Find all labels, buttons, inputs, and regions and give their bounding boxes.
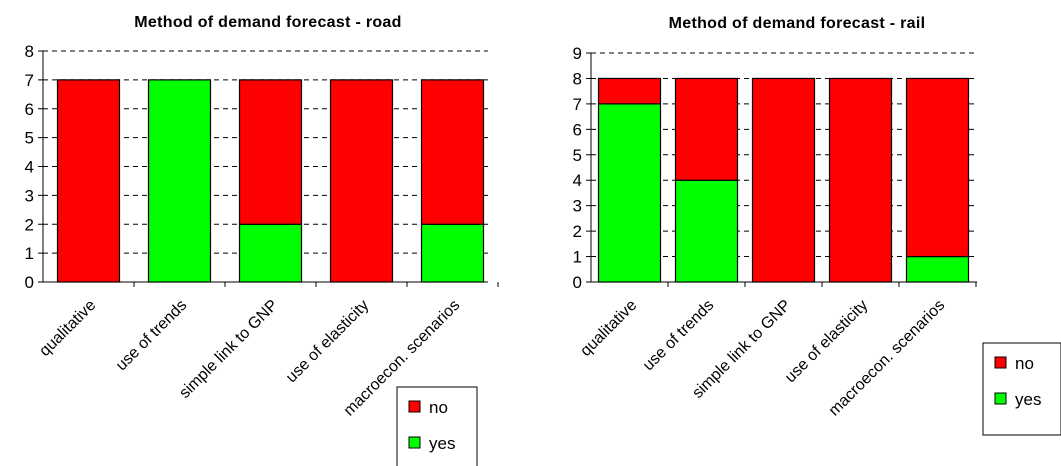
x-tick-label: simple link to GNP xyxy=(176,297,281,402)
bar-no-4 xyxy=(420,79,485,225)
y-tick-label: 3 xyxy=(25,186,34,205)
chart-title: Method of demand forecast - rail xyxy=(669,15,926,32)
y-tick-label: 9 xyxy=(573,44,582,63)
y-tick-label: 2 xyxy=(573,222,582,241)
y-tick-label: 3 xyxy=(573,197,582,216)
legend-swatch-yes xyxy=(408,436,421,449)
chart-1: Method of demand forecast - rail 0 1 2 3 4 5 6 7… xyxy=(573,15,1061,436)
legend-swatch-yes xyxy=(994,392,1007,405)
y-tick-label: 4 xyxy=(573,171,582,190)
y-tick-label: 5 xyxy=(573,146,582,165)
y-tick-label: 0 xyxy=(573,273,582,292)
bar-no-2 xyxy=(751,77,816,283)
legend: no yes xyxy=(396,386,478,466)
x-tick-label: use of trends xyxy=(640,297,717,374)
legend-label-yes: yes xyxy=(429,434,455,453)
bar-no-3 xyxy=(828,77,893,283)
y-tick-label: 1 xyxy=(25,244,34,263)
bar-no-4 xyxy=(905,77,970,258)
legend-label-no: no xyxy=(1015,354,1034,373)
bar-yes-1 xyxy=(674,179,739,283)
y-tick-label: 8 xyxy=(573,69,582,88)
legend-box xyxy=(396,386,478,466)
y-tick-label: 0 xyxy=(25,273,34,292)
legend: no yes xyxy=(982,342,1061,436)
y-tick-label: 4 xyxy=(25,158,34,177)
bar-yes-0 xyxy=(597,103,662,283)
y-tick-label: 6 xyxy=(25,100,34,119)
legend-swatch-no xyxy=(994,356,1007,369)
bar-no-1 xyxy=(674,77,739,181)
legend-swatch-no xyxy=(408,400,421,413)
bar-yes-4 xyxy=(420,223,485,283)
x-tick-label: qualitative xyxy=(36,297,99,360)
bar-no-0 xyxy=(597,77,662,105)
x-tick-label: use of elasticity xyxy=(283,297,372,386)
bar-no-3 xyxy=(329,79,394,283)
x-tick-label: qualitative xyxy=(577,297,640,360)
y-tick-label: 2 xyxy=(25,215,34,234)
bar-no-2 xyxy=(238,79,303,225)
y-tick-label: 8 xyxy=(25,42,34,61)
x-tick-label: use of elasticity xyxy=(782,297,871,386)
chart-0: Method of demand forecast - road 0 1 2 3 4 5 6 7… xyxy=(25,14,499,466)
bar-yes-1 xyxy=(147,79,212,283)
y-tick-label: 7 xyxy=(573,95,582,114)
y-tick-label: 5 xyxy=(25,129,34,148)
legend-label-no: no xyxy=(429,398,448,417)
chart-title: Method of demand forecast - road xyxy=(134,14,401,31)
x-tick-label: use of trends xyxy=(113,297,190,374)
y-tick-label: 7 xyxy=(25,71,34,90)
bar-yes-2 xyxy=(238,223,303,283)
bar-no-0 xyxy=(56,79,121,283)
y-tick-label: 1 xyxy=(573,248,582,267)
bar-yes-4 xyxy=(905,255,970,283)
y-tick-label: 6 xyxy=(573,120,582,139)
legend-label-yes: yes xyxy=(1015,390,1041,409)
